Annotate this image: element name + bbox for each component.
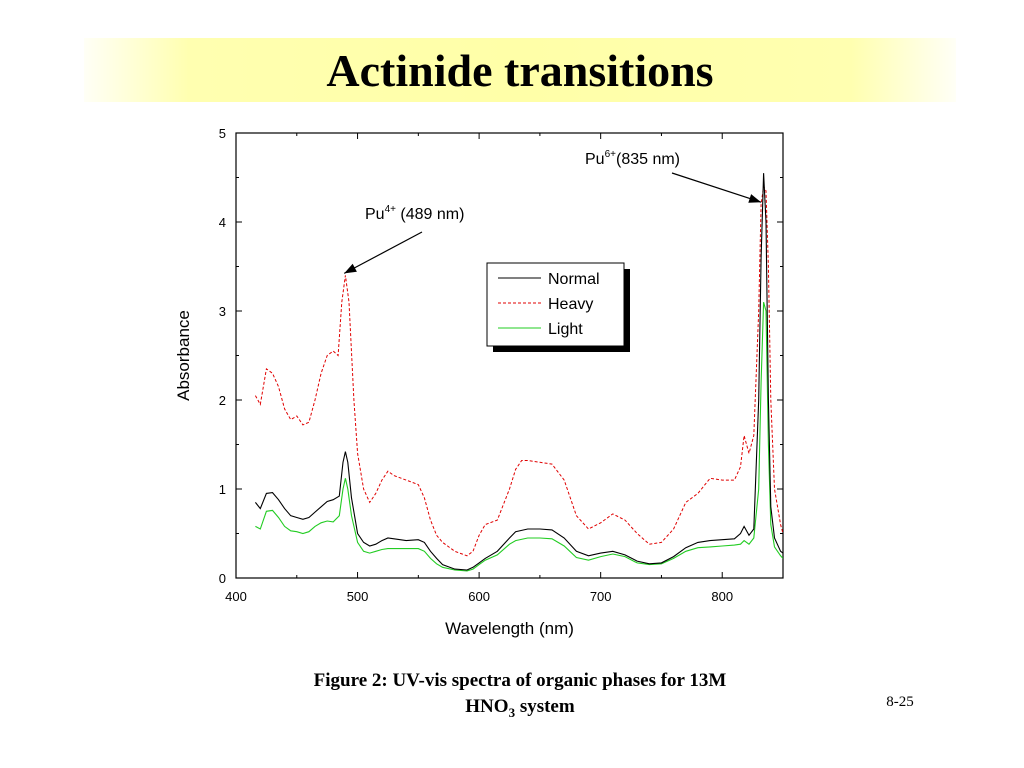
y-axis-label: Absorbance	[174, 310, 193, 401]
annotation-arrow-head	[344, 263, 357, 274]
annotation-label: Pu4+ (489 nm)	[365, 204, 464, 223]
annotation-arrow-line	[343, 231, 423, 274]
slide-title: Actinide transitions	[326, 45, 714, 96]
y-tick-label: 2	[219, 393, 226, 408]
annotation-arrow-head	[748, 194, 762, 203]
x-axis-label: Wavelength (nm)	[445, 619, 574, 638]
x-tick-label: 800	[711, 589, 733, 604]
caption-system: system	[515, 696, 575, 717]
y-tick-label: 5	[219, 126, 226, 141]
x-tick-label: 500	[347, 589, 369, 604]
caption-line-2: HNO3 system	[220, 694, 820, 726]
figure-caption: Figure 2: UV-vis spectra of organic phas…	[220, 668, 820, 726]
slide-number: 8-25	[886, 694, 914, 710]
y-tick-label: 0	[219, 571, 226, 586]
legend-label-light: Light	[548, 321, 583, 338]
annotation-arrow-line	[671, 172, 762, 203]
caption-subscript: 3	[508, 704, 516, 720]
y-tick-label: 1	[219, 482, 226, 497]
plot-frame	[235, 132, 784, 579]
title-band	[84, 38, 956, 102]
legend-box	[486, 262, 625, 347]
series-line-heavy	[254, 184, 783, 557]
x-tick-label: 400	[225, 589, 247, 604]
x-tick-label: 700	[590, 589, 612, 604]
y-tick-label: 4	[219, 215, 226, 230]
series-line-normal	[254, 173, 783, 571]
legend-label-heavy: Heavy	[548, 296, 593, 313]
y-tick-label: 3	[219, 304, 226, 319]
x-tick-label: 600	[468, 589, 490, 604]
caption-hno: HNO	[465, 696, 509, 717]
series-line-light	[255, 301, 783, 572]
legend-label-normal: Normal	[548, 271, 600, 288]
caption-line-1: Figure 2: UV-vis spectra of organic phas…	[313, 670, 727, 691]
annotation-label: Pu6+(835 nm)	[585, 149, 680, 168]
